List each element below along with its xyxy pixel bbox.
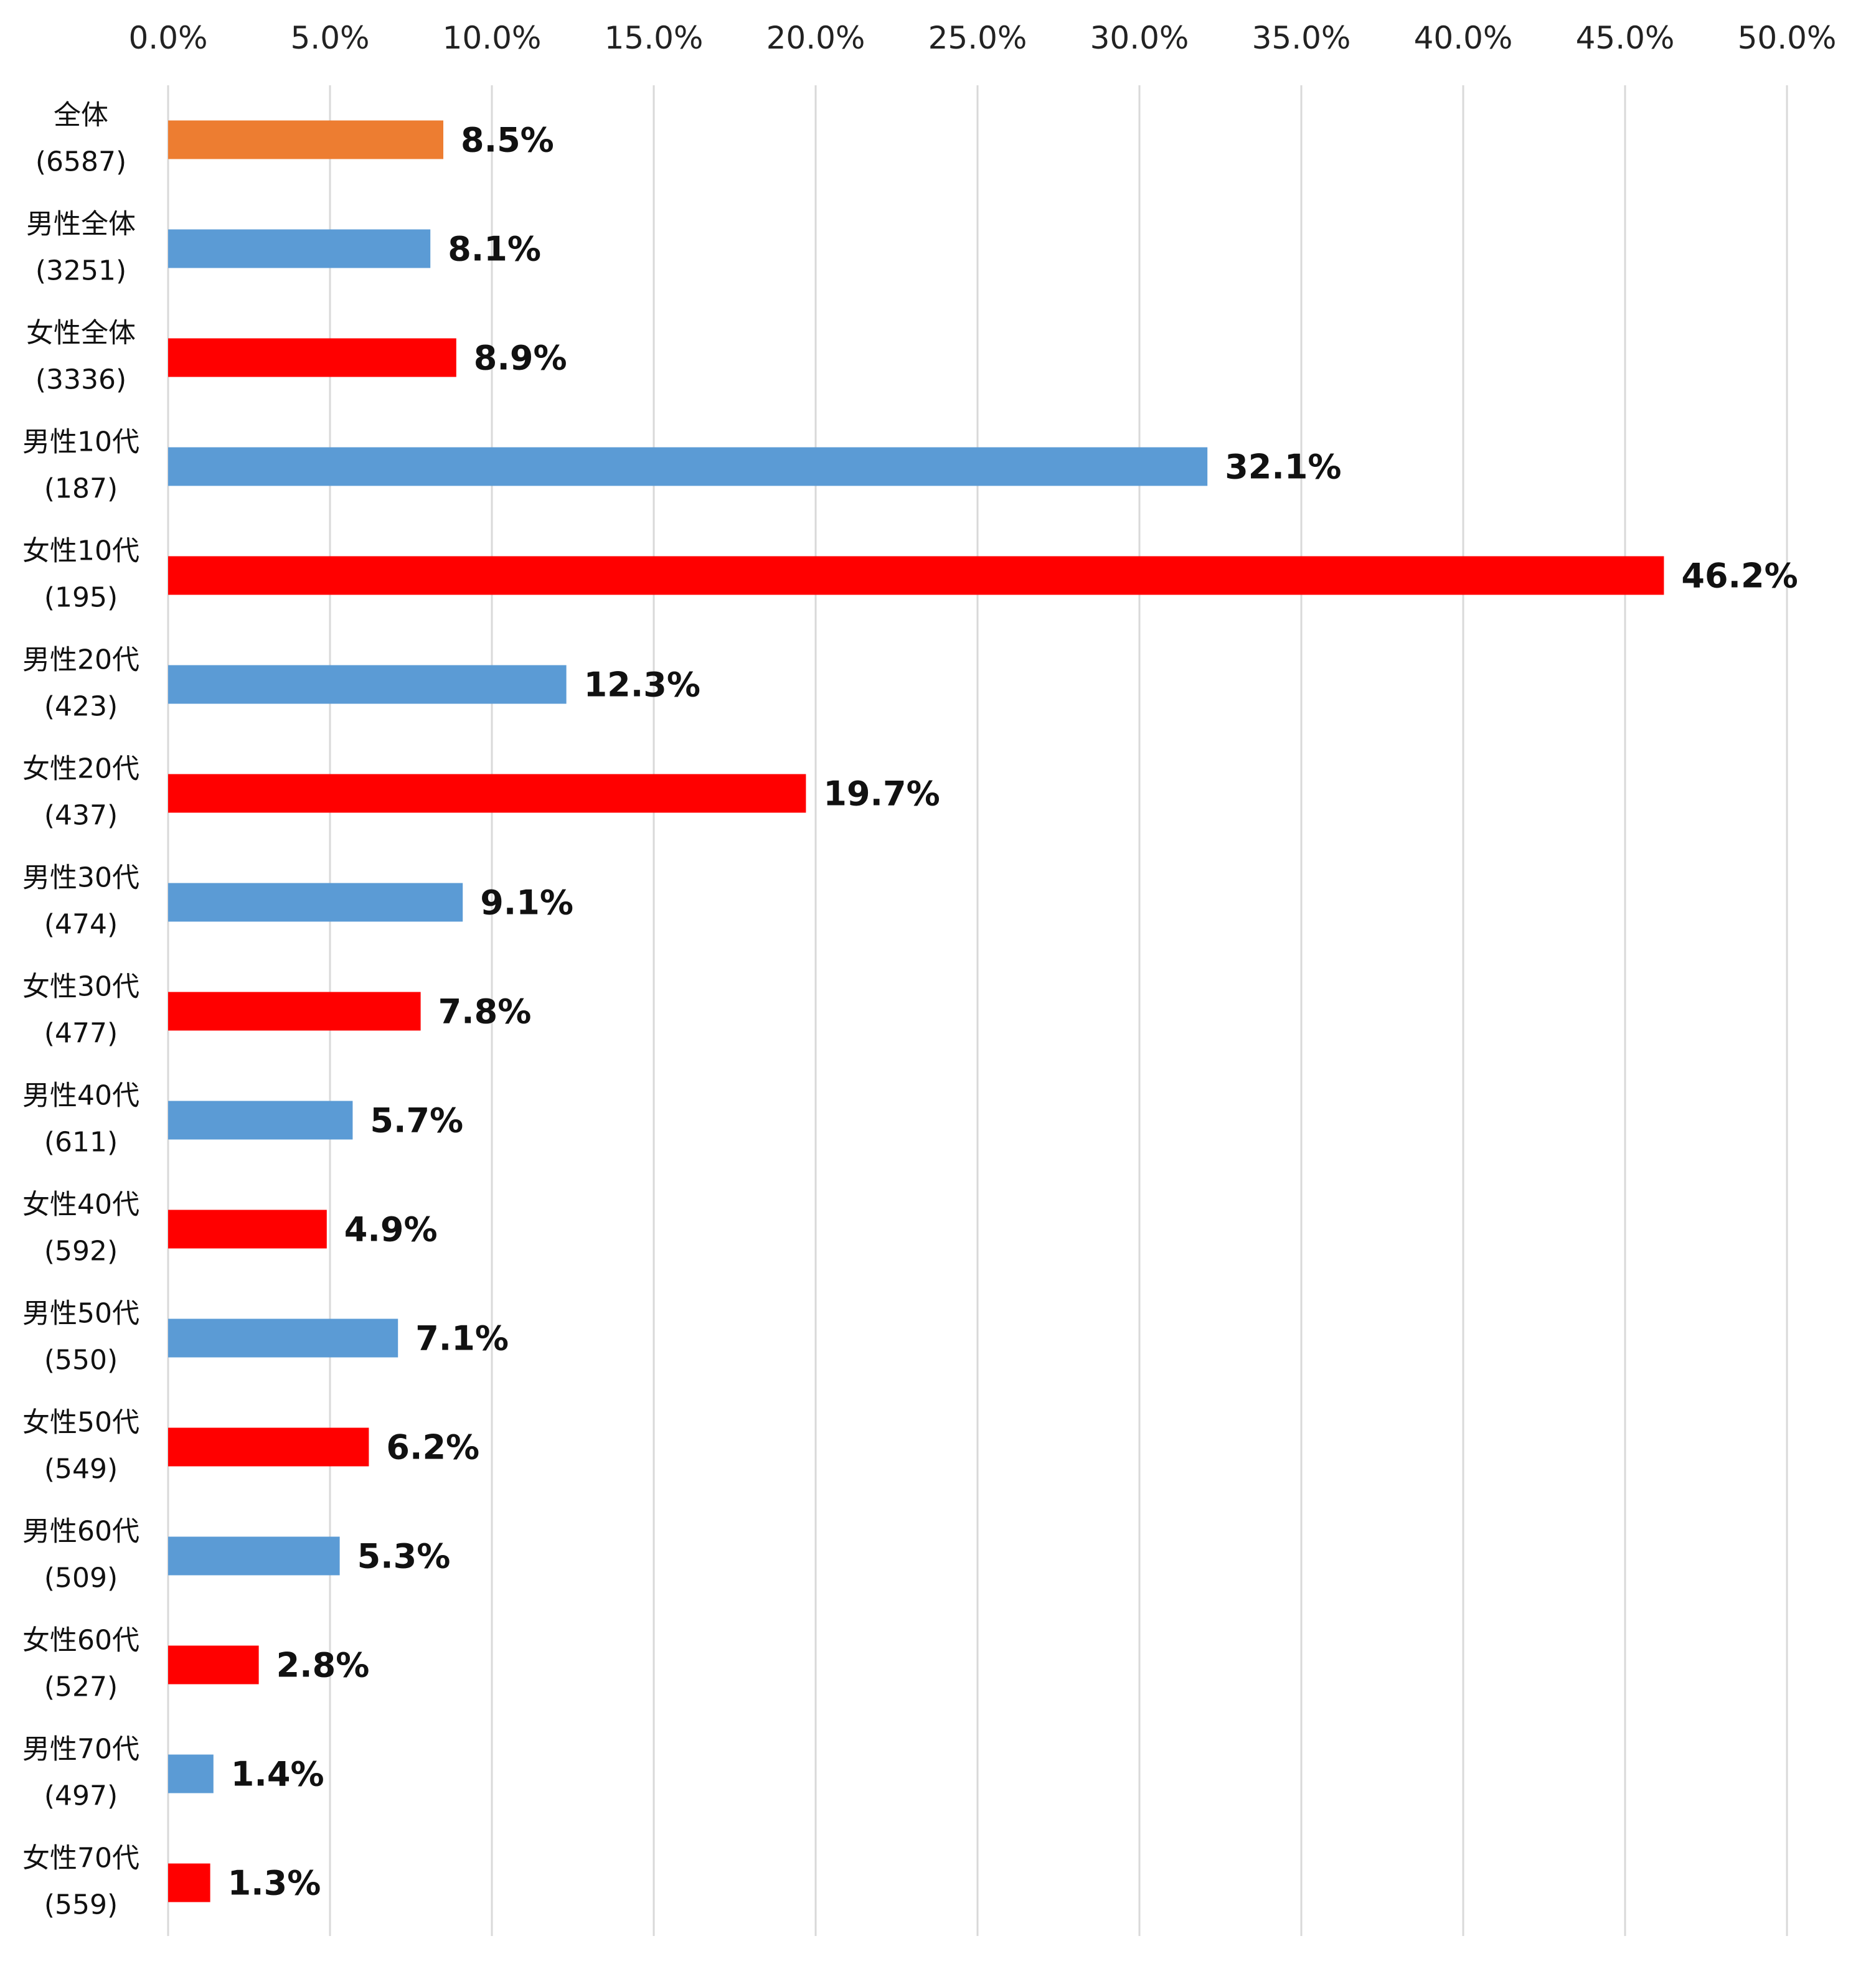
category-label: 女性10代 bbox=[22, 535, 139, 567]
category-sample-size: (549) bbox=[44, 1454, 118, 1485]
category-sample-size: (509) bbox=[44, 1563, 118, 1594]
x-tick-label: 25.0% bbox=[928, 20, 1027, 56]
bar bbox=[168, 1318, 398, 1358]
category-sample-size: (559) bbox=[44, 1889, 118, 1921]
category-sample-size: (592) bbox=[44, 1236, 118, 1267]
gridlines bbox=[167, 85, 1788, 1936]
data-label: 4.9% bbox=[344, 1210, 438, 1249]
x-tick-label: 50.0% bbox=[1738, 20, 1837, 56]
bar bbox=[168, 338, 456, 377]
bar bbox=[168, 1210, 327, 1249]
category-label: 女性全体 bbox=[26, 317, 136, 349]
category-label: 男性60代 bbox=[22, 1516, 139, 1548]
category-label: 全体 bbox=[54, 100, 108, 131]
data-label: 1.3% bbox=[228, 1864, 321, 1903]
category-sample-size: (437) bbox=[44, 800, 118, 832]
category-label: 男性20代 bbox=[22, 644, 139, 676]
category-sample-size: (527) bbox=[44, 1671, 118, 1703]
bar bbox=[168, 1427, 369, 1467]
category-label: 男性50代 bbox=[22, 1298, 139, 1330]
category-label: 男性30代 bbox=[22, 862, 139, 894]
data-label: 1.4% bbox=[231, 1755, 324, 1794]
category-label: 女性20代 bbox=[22, 753, 139, 785]
category-sample-size: (3336) bbox=[35, 364, 126, 396]
bar bbox=[168, 992, 421, 1031]
category-label: 男性10代 bbox=[22, 426, 139, 458]
data-label: 5.7% bbox=[370, 1101, 463, 1140]
category-sample-size: (423) bbox=[44, 691, 118, 723]
data-label: 8.5% bbox=[461, 121, 554, 160]
data-label: 32.1% bbox=[1225, 448, 1341, 487]
x-tick-label: 30.0% bbox=[1090, 20, 1189, 56]
data-label: 12.3% bbox=[584, 665, 700, 705]
data-label: 6.2% bbox=[386, 1428, 479, 1467]
category-sample-size: (497) bbox=[44, 1780, 118, 1812]
bar bbox=[168, 229, 431, 268]
category-labels: 全体 (6587) 男性全体 (3251) 女性全体 (3336) 男性10代 (187) 女性… bbox=[22, 100, 139, 1921]
category-label: 女性30代 bbox=[22, 971, 139, 1003]
x-tick-label: 20.0% bbox=[766, 20, 865, 56]
x-tick-label: 40.0% bbox=[1414, 20, 1513, 56]
data-label: 46.2% bbox=[1681, 557, 1798, 596]
x-axis-ticks: 0.0% 5.0% 10.0% 15.0% 20.0% 25.0% 30.0% 35.0% 40… bbox=[128, 20, 1836, 56]
category-sample-size: (477) bbox=[44, 1018, 118, 1050]
data-labels: 8.5% 8.1% 8.9% 32.1% 46.2% 12.3% 19.7% 9.1% 7.8%… bbox=[228, 121, 1798, 1903]
category-sample-size: (6587) bbox=[35, 146, 126, 178]
category-label: 男性40代 bbox=[22, 1080, 139, 1112]
category-sample-size: (195) bbox=[44, 582, 118, 614]
bar bbox=[168, 774, 806, 813]
x-tick-label: 35.0% bbox=[1252, 20, 1351, 56]
x-tick-label: 10.0% bbox=[443, 20, 542, 56]
category-sample-size: (550) bbox=[44, 1345, 118, 1376]
bar bbox=[168, 665, 567, 704]
category-sample-size: (611) bbox=[44, 1127, 118, 1158]
data-label: 7.8% bbox=[438, 992, 532, 1031]
bar bbox=[168, 883, 463, 922]
category-label: 女性70代 bbox=[22, 1843, 139, 1874]
bars bbox=[168, 120, 1664, 1902]
bar bbox=[168, 556, 1664, 595]
x-tick-label: 0.0% bbox=[128, 20, 207, 56]
x-tick-label: 45.0% bbox=[1576, 20, 1675, 56]
category-label: 男性全体 bbox=[26, 209, 136, 240]
category-label: 男性70代 bbox=[22, 1734, 139, 1765]
data-label: 5.3% bbox=[357, 1537, 451, 1576]
category-sample-size: (3251) bbox=[35, 255, 126, 287]
category-sample-size: (187) bbox=[44, 473, 118, 505]
category-label: 女性40代 bbox=[22, 1189, 139, 1221]
data-label: 19.7% bbox=[823, 774, 940, 814]
data-label: 8.9% bbox=[474, 339, 567, 378]
data-label: 2.8% bbox=[276, 1646, 370, 1685]
category-label: 女性60代 bbox=[22, 1625, 139, 1656]
bar bbox=[168, 1863, 210, 1902]
data-label: 8.1% bbox=[448, 230, 541, 269]
bar bbox=[168, 447, 1208, 486]
bar bbox=[168, 1536, 340, 1576]
x-tick-label: 15.0% bbox=[605, 20, 704, 56]
data-label: 7.1% bbox=[415, 1319, 509, 1358]
x-tick-label: 5.0% bbox=[290, 20, 369, 56]
bar bbox=[168, 1645, 259, 1685]
category-sample-size: (474) bbox=[44, 909, 118, 941]
data-label: 9.1% bbox=[480, 883, 573, 923]
bar bbox=[168, 1754, 214, 1793]
bar bbox=[168, 120, 443, 159]
bar bbox=[168, 1101, 353, 1140]
category-label: 女性50代 bbox=[22, 1407, 139, 1439]
